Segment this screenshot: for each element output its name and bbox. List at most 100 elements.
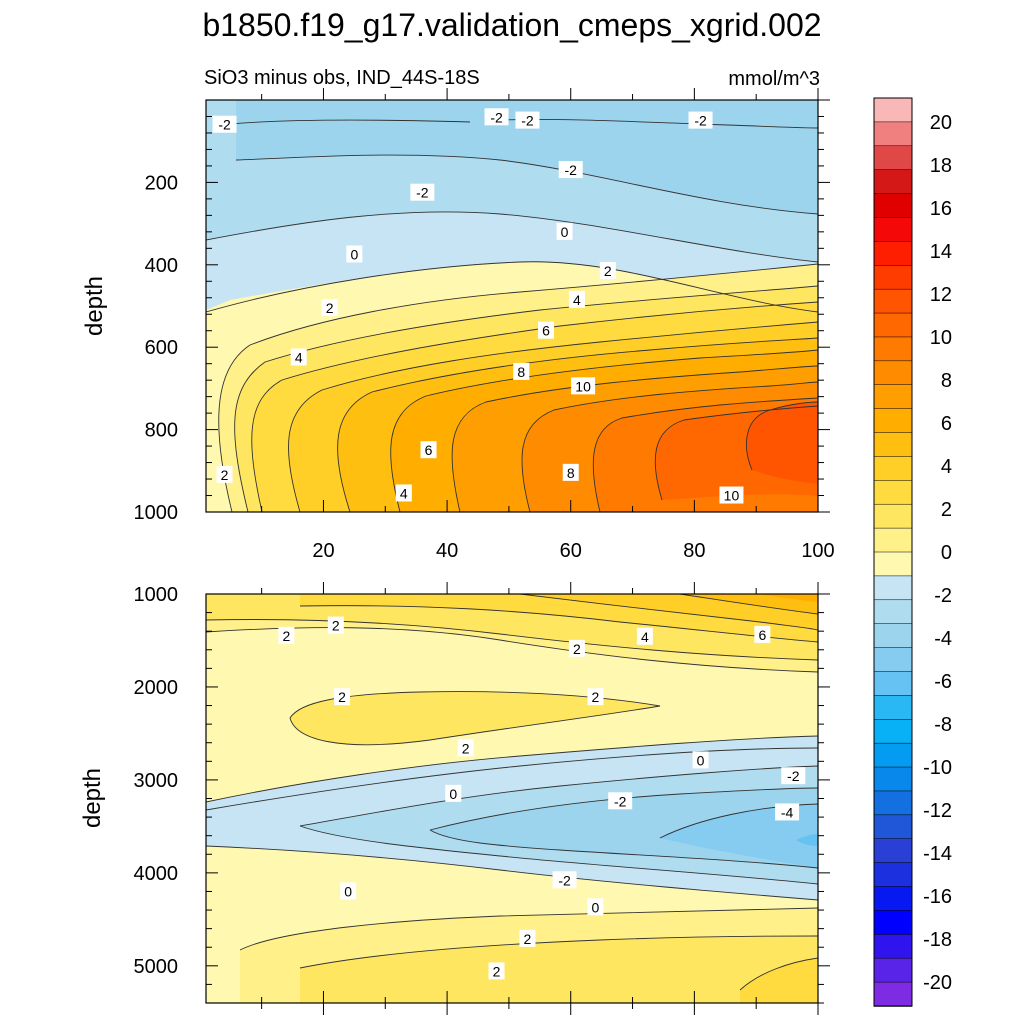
colorbar-swatch — [873, 408, 913, 434]
colorbar-swatch — [873, 97, 913, 123]
y-tick-label: 400 — [145, 255, 178, 277]
contour-label: 0 — [697, 752, 705, 768]
contour-label: 2 — [332, 618, 340, 634]
colorbar-swatch — [873, 503, 913, 529]
colorbar-label: 12 — [930, 284, 952, 306]
contour-label-box — [515, 111, 540, 129]
contour-label-box — [340, 882, 357, 900]
colorbar-swatch — [873, 527, 913, 553]
y-tick-label: 1000 — [134, 584, 179, 606]
contour-label: -2 — [787, 768, 800, 784]
y-tick-label: 800 — [145, 420, 178, 442]
colorbar: 20181614121086420-2-4-6-8-10-12-14-16-18… — [873, 97, 952, 1007]
y-tick-label: 200 — [145, 172, 178, 194]
colorbar-swatch — [873, 145, 913, 171]
contour-label: 0 — [561, 224, 569, 240]
contour-label-box — [781, 767, 806, 785]
y-tick-label: 4000 — [134, 863, 179, 885]
contour-label-box — [216, 465, 233, 483]
colorbar-labels: 20181614121086420-2-4-6-8-10-12-14-16-18… — [923, 112, 952, 994]
colorbar-label: 2 — [941, 499, 952, 521]
contour-label-box — [346, 245, 363, 263]
colorbar-swatch — [873, 599, 913, 625]
contour-label: 2 — [604, 263, 612, 279]
colorbar-swatch — [873, 910, 913, 936]
colorbar-label: -18 — [923, 929, 952, 951]
colorbar-swatch — [873, 121, 913, 147]
bottom-contour-field — [206, 594, 818, 1003]
contour-label: 2 — [524, 931, 532, 947]
colorbar-swatch — [873, 814, 913, 840]
top-x-axis: 20 40 60 80 100 — [261, 88, 835, 562]
colorbar-swatch — [873, 575, 913, 601]
colorbar-swatch — [873, 719, 913, 744]
colorbar-swatch — [873, 790, 913, 816]
contour-label: 8 — [567, 465, 575, 481]
contour-label: -2 — [614, 793, 627, 809]
contour-label-box — [513, 362, 530, 380]
bottom-x-axis-ticks — [261, 582, 819, 1015]
colorbar-label: 8 — [941, 370, 952, 392]
contour-label-box — [568, 290, 585, 308]
top-contour-field — [206, 100, 818, 512]
contour-label: -2 — [694, 113, 707, 129]
y-tick-label: 1000 — [134, 502, 179, 524]
contour-label-box — [538, 321, 554, 339]
contour-label: 6 — [542, 323, 550, 339]
colorbar-label: 14 — [930, 241, 952, 263]
contour-label-box — [608, 792, 633, 810]
colorbar-swatch — [873, 169, 913, 195]
contour-label: -2 — [218, 117, 231, 133]
y-tick-label: 2000 — [134, 677, 179, 699]
colorbar-swatch — [873, 265, 913, 290]
contour-label-box — [488, 962, 505, 980]
colorbar-label: -16 — [923, 886, 952, 908]
contour-label-box — [636, 627, 653, 645]
contour-label-box — [571, 377, 596, 395]
contour-label: 6 — [758, 627, 766, 643]
contour-label: 0 — [350, 247, 358, 263]
contour-label-box — [692, 751, 709, 769]
contour-label-box — [775, 803, 800, 821]
contour-label-box — [754, 625, 771, 643]
contour-label: 4 — [573, 292, 581, 308]
y-tick-label: 5000 — [134, 956, 179, 978]
contour-label: 6 — [425, 442, 433, 458]
units-label: mmol/m^3 — [728, 68, 820, 90]
contour-label-box — [562, 463, 579, 481]
contour-label-box — [519, 929, 536, 947]
colorbar-label: 18 — [930, 155, 952, 177]
colorbar-label: 6 — [941, 413, 952, 435]
colorbar-label: -6 — [934, 671, 952, 693]
colorbar-swatch — [873, 551, 913, 577]
contour-label-box — [212, 115, 237, 133]
contour-label-box — [334, 688, 350, 706]
contour-label-box — [587, 898, 604, 916]
contour-label: 4 — [641, 629, 649, 645]
contour-label: 4 — [400, 485, 408, 501]
colorbar-label: -4 — [934, 628, 952, 650]
x-tick-label: 60 — [560, 540, 582, 562]
contour-label-box — [552, 871, 577, 889]
top-plot-frame — [205, 99, 819, 513]
contour-label: -2 — [416, 185, 429, 201]
bottom-panel: 2 2 4 6 2 2 2 2 0 -2 0 -2 -4 -2 0 0 2 2 1000 2000 3000 4000 5… — [79, 582, 830, 1015]
contour-label: -2 — [565, 162, 578, 178]
contour-label: 4 — [295, 350, 303, 366]
contour-label: 2 — [462, 740, 470, 756]
colorbar-swatch — [873, 193, 913, 219]
contour-label: 10 — [724, 488, 740, 504]
contour-label: 2 — [493, 963, 501, 979]
contour-label: 2 — [573, 641, 581, 657]
contour-label: -4 — [781, 804, 794, 820]
contour-label-box — [445, 784, 462, 802]
contour-label-box — [420, 441, 437, 459]
colorbar-swatch — [873, 480, 913, 505]
contour-label-box — [278, 626, 295, 644]
colorbar-swatch — [873, 456, 913, 482]
colorbar-label: 4 — [941, 456, 952, 478]
contour-label-box — [587, 688, 604, 706]
colorbar-swatch — [873, 623, 913, 649]
